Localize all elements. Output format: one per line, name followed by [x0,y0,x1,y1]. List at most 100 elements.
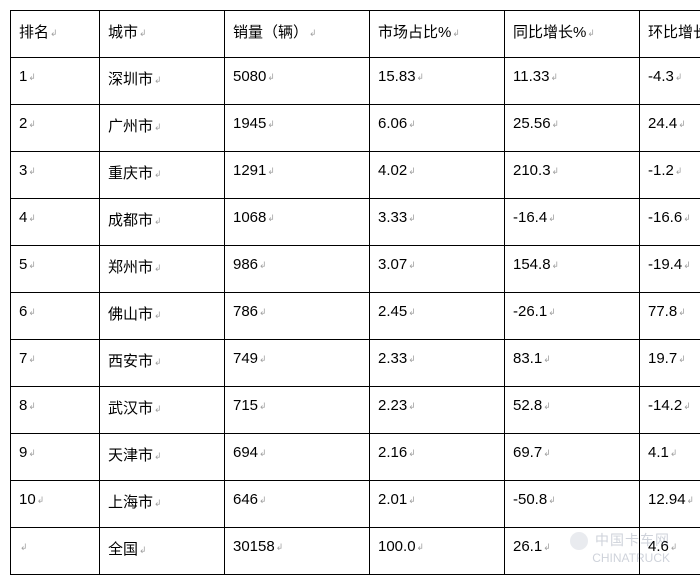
cell-marker-icon: ↲ [408,119,416,129]
cell-value: -50.8 [513,491,547,508]
cell-sales: 986↲ [225,246,370,293]
cell-marker-icon: ↲ [550,72,558,82]
table-row: 1↲深圳市↲5080↲15.83↲11.33↲-4.3↲ [11,58,700,105]
cell-value: 100.0 [378,538,416,555]
cell-marker-icon: ↲ [670,448,678,458]
cell-value: 10 [19,491,36,508]
cell-marker-icon: ↲ [548,307,556,317]
cell-marker-icon: ↲ [267,213,275,223]
cell-marker-icon: ↲ [548,495,556,505]
cell-share: 2.33↲ [370,340,505,387]
cell-marker-icon: ↲ [408,354,416,364]
cell-yoy: 210.3↲ [505,152,640,199]
cell-marker-icon: ↲ [408,495,416,505]
cell-rank: 2↲ [11,105,100,152]
cell-share: 3.33↲ [370,199,505,246]
cell-city: 深圳市↲ [100,58,225,105]
cell-marker-icon: ↲ [687,495,695,505]
cell-marker-icon: ↲ [670,542,678,552]
cell-yoy: 25.56↲ [505,105,640,152]
cell-marker-icon: ↲ [154,310,162,320]
cell-marker-icon: ↲ [28,72,36,82]
table-row: 9↲天津市↲694↲2.16↲69.7↲4.1↲ [11,434,700,481]
cell-marker-icon: ↲ [543,354,551,364]
table-row: 8↲武汉市↲715↲2.23↲52.8↲-14.2↲ [11,387,700,434]
cell-rank: 1↲ [11,58,100,105]
cell-sales: 694↲ [225,434,370,481]
cell-rank: 8↲ [11,387,100,434]
cell-value: 83.1 [513,350,542,367]
cell-marker-icon: ↲ [552,260,560,270]
cell-value: 天津市 [108,447,153,464]
cell-marker-icon: ↲ [259,260,267,270]
cell-mom: -14.2↲ [640,387,700,434]
cell-rank: 3↲ [11,152,100,199]
cell-value: 786 [233,303,258,320]
cell-marker-icon: ↲ [683,213,691,223]
cell-marker-icon: ↲ [678,307,686,317]
cell-value: 2.45 [378,303,407,320]
cell-marker-icon: ↲ [37,495,45,505]
header-label: 销量（辆） [233,24,308,41]
cell-marker-icon: ↲ [543,448,551,458]
cell-yoy: 83.1↲ [505,340,640,387]
cell-marker-icon: ↲ [678,119,686,129]
cell-value: -16.6 [648,209,682,226]
cell-marker-icon: ↲ [408,401,416,411]
sales-ranking-table: 排名↲城市↲销量（辆）↲市场占比%↲同比增长%↲环比增长%↲ 1↲深圳市↲508… [10,10,700,575]
cell-sales: 786↲ [225,293,370,340]
cell-city: 全国↲ [100,528,225,575]
cell-marker-icon: ↲ [28,213,36,223]
header-cell-mom: 环比增长%↲ [640,11,700,58]
cell-value: 深圳市 [108,71,153,88]
cell-rank: ↲ [11,528,100,575]
table-row: ↲全国↲30158↲100.0↲26.1↲4.6↲ [11,528,700,575]
cell-value: 646 [233,491,258,508]
cell-value: 1291 [233,162,266,179]
cell-city: 重庆市↲ [100,152,225,199]
cell-rank: 10↲ [11,481,100,528]
cell-value: 6.06 [378,115,407,132]
cell-value: 2.01 [378,491,407,508]
cell-marker-icon: ↲ [552,166,560,176]
cell-share: 4.02↲ [370,152,505,199]
cell-value: 3 [19,162,27,179]
cell-value: 广州市 [108,118,153,135]
cell-value: -16.4 [513,209,547,226]
cell-rank: 6↲ [11,293,100,340]
table-row: 4↲成都市↲1068↲3.33↲-16.4↲-16.6↲ [11,199,700,246]
cell-value: 全国 [108,541,138,558]
cell-city: 天津市↲ [100,434,225,481]
cell-value: 5 [19,256,27,273]
cell-value: 3.33 [378,209,407,226]
cell-marker-icon: ↲ [587,28,595,38]
cell-share: 2.01↲ [370,481,505,528]
cell-marker-icon: ↲ [408,213,416,223]
cell-marker-icon: ↲ [675,72,683,82]
cell-value: 25.56 [513,115,551,132]
header-cell-rank: 排名↲ [11,11,100,58]
header-label: 城市 [108,24,138,41]
cell-sales: 1945↲ [225,105,370,152]
cell-marker-icon: ↲ [267,166,275,176]
cell-marker-icon: ↲ [154,216,162,226]
cell-value: 上海市 [108,494,153,511]
table-row: 6↲佛山市↲786↲2.45↲-26.1↲77.8↲ [11,293,700,340]
cell-city: 武汉市↲ [100,387,225,434]
cell-marker-icon: ↲ [548,213,556,223]
cell-value: 749 [233,350,258,367]
cell-city: 西安市↲ [100,340,225,387]
cell-value: 77.8 [648,303,677,320]
cell-mom: 4.1↲ [640,434,700,481]
cell-yoy: -26.1↲ [505,293,640,340]
cell-value: 986 [233,256,258,273]
cell-share: 2.16↲ [370,434,505,481]
cell-mom: 4.6↲ [640,528,700,575]
cell-marker-icon: ↲ [267,72,275,82]
cell-marker-icon: ↲ [452,28,460,38]
cell-marker-icon: ↲ [408,260,416,270]
cell-marker-icon: ↲ [417,542,425,552]
cell-marker-icon: ↲ [276,542,284,552]
cell-marker-icon: ↲ [28,401,36,411]
cell-marker-icon: ↲ [408,448,416,458]
